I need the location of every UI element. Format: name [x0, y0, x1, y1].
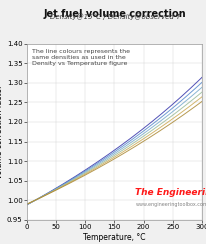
Text: www.engineeringtoolbox.com: www.engineeringtoolbox.com: [135, 202, 206, 207]
Text: Density@15°C / Density@observed T: Density@15°C / Density@observed T: [50, 13, 180, 20]
Y-axis label: Volume correction factor: Volume correction factor: [0, 85, 4, 179]
X-axis label: Temperature, °C: Temperature, °C: [83, 233, 146, 242]
Text: The Engineering ToolBox: The Engineering ToolBox: [135, 188, 206, 197]
Text: Jet fuel volume correction: Jet fuel volume correction: [44, 9, 187, 19]
Text: The line colours represents the
same densities as used in the
Density vs Tempera: The line colours represents the same den…: [32, 49, 130, 66]
